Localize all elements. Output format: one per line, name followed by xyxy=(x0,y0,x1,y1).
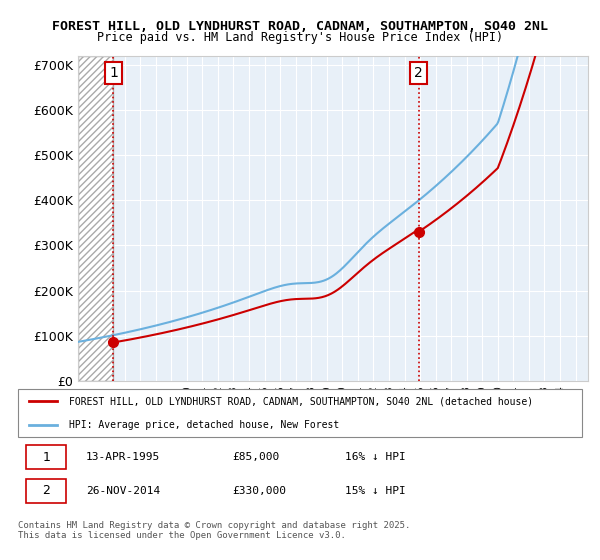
Text: FOREST HILL, OLD LYNDHURST ROAD, CADNAM, SOUTHAMPTON, SO40 2NL: FOREST HILL, OLD LYNDHURST ROAD, CADNAM,… xyxy=(52,20,548,32)
Text: £330,000: £330,000 xyxy=(232,486,286,496)
Text: 15% ↓ HPI: 15% ↓ HPI xyxy=(345,486,406,496)
Text: 1: 1 xyxy=(42,451,50,464)
Text: 26-NOV-2014: 26-NOV-2014 xyxy=(86,486,160,496)
FancyBboxPatch shape xyxy=(26,479,66,503)
Text: Contains HM Land Registry data © Crown copyright and database right 2025.
This d: Contains HM Land Registry data © Crown c… xyxy=(18,521,410,540)
Text: Price paid vs. HM Land Registry's House Price Index (HPI): Price paid vs. HM Land Registry's House … xyxy=(97,31,503,44)
Bar xyxy=(78,56,113,381)
Text: 16% ↓ HPI: 16% ↓ HPI xyxy=(345,452,406,462)
FancyBboxPatch shape xyxy=(18,389,582,437)
Bar xyxy=(78,56,113,381)
Text: HPI: Average price, detached house, New Forest: HPI: Average price, detached house, New … xyxy=(69,420,339,430)
Text: 13-APR-1995: 13-APR-1995 xyxy=(86,452,160,462)
Text: £85,000: £85,000 xyxy=(232,452,280,462)
Text: FOREST HILL, OLD LYNDHURST ROAD, CADNAM, SOUTHAMPTON, SO40 2NL (detached house): FOREST HILL, OLD LYNDHURST ROAD, CADNAM,… xyxy=(69,396,533,406)
Text: 1: 1 xyxy=(109,66,118,80)
Bar xyxy=(113,56,588,381)
Text: 2: 2 xyxy=(414,66,423,80)
Text: 2: 2 xyxy=(42,484,50,497)
FancyBboxPatch shape xyxy=(26,445,66,469)
